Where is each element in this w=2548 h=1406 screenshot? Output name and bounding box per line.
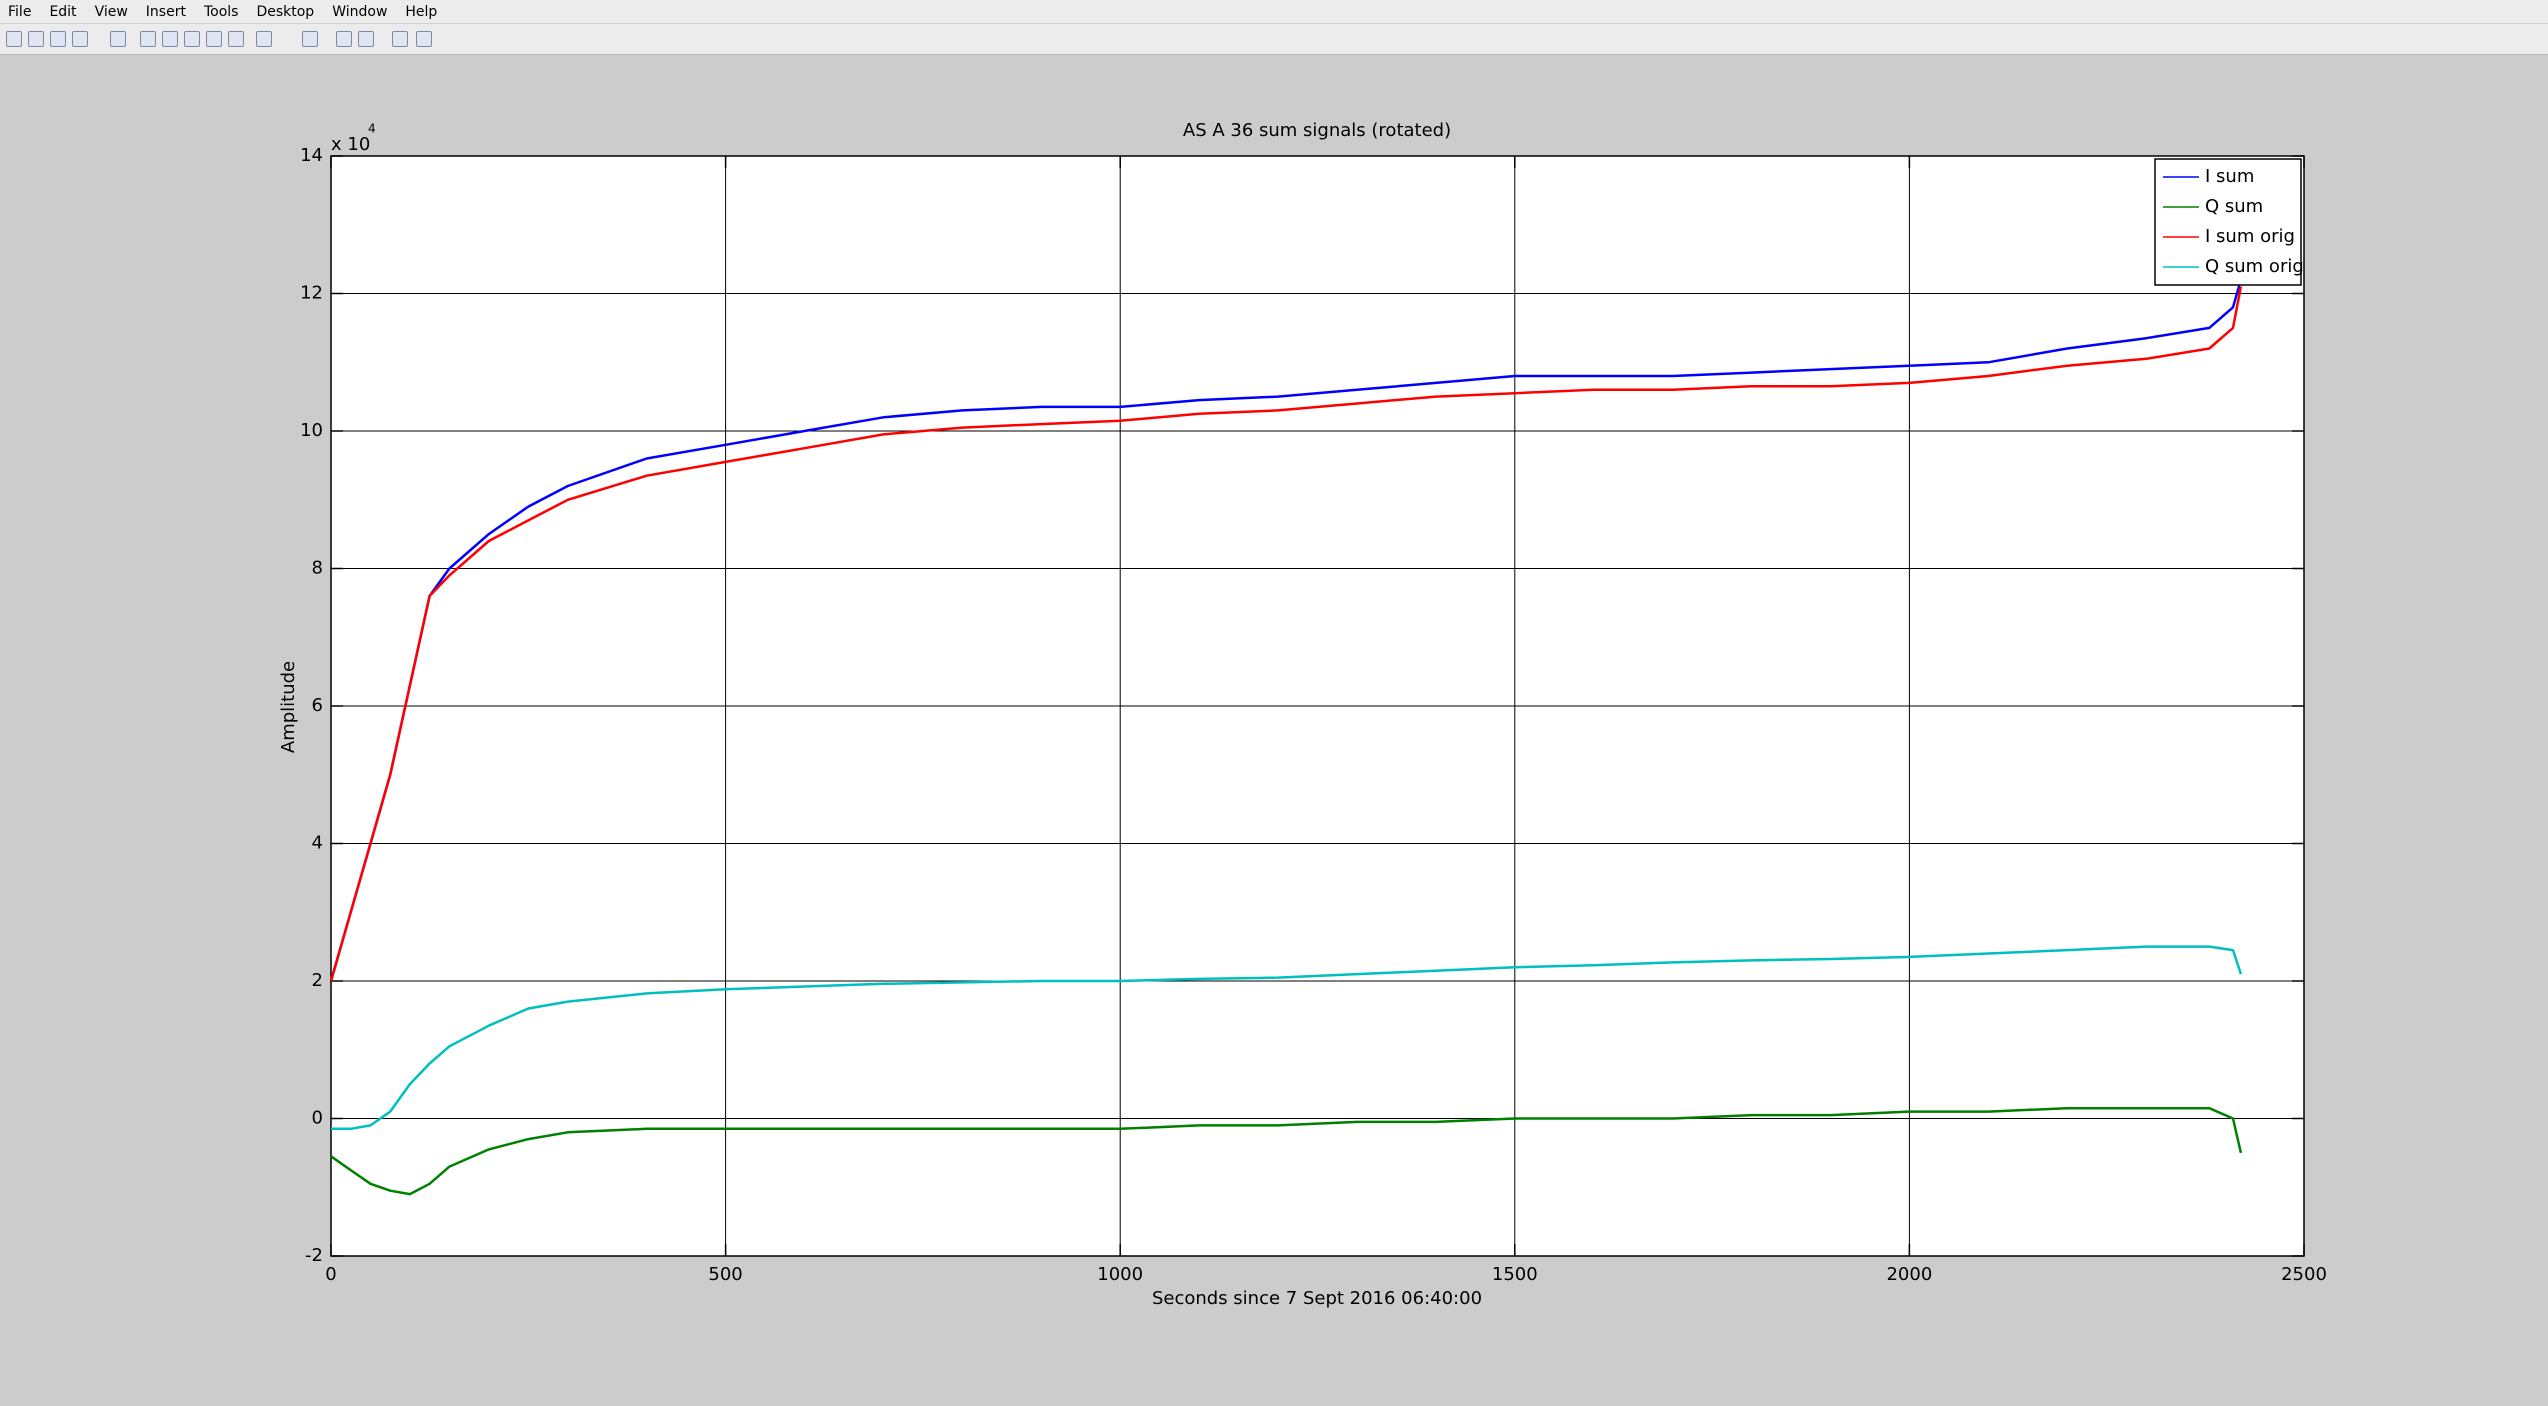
brush-button[interactable] (256, 31, 272, 47)
x-tick-label: 0 (325, 1264, 336, 1285)
x-tick-label: 2500 (2281, 1264, 2327, 1285)
y-tick-label: 8 (312, 558, 323, 579)
datacursor-button[interactable] (228, 31, 244, 47)
y-tick-label: 14 (300, 145, 323, 166)
link-button[interactable] (302, 31, 318, 47)
hide-tools-button[interactable] (392, 31, 408, 47)
legend: I sum Q sum I sum orig Q sum orig (2154, 158, 2304, 286)
y-exponent: 4 (368, 122, 376, 136)
open-button[interactable] (28, 31, 44, 47)
legend-label: I sum orig (2205, 226, 2295, 247)
select-button[interactable] (110, 31, 126, 47)
zoom-in-button[interactable] (140, 31, 156, 47)
menu-item[interactable]: Insert (145, 3, 186, 20)
menu-item[interactable]: Tools (203, 3, 239, 20)
y-tick-label: 6 (312, 695, 323, 716)
x-axis-label: Seconds since 7 Sept 2016 06:40:00 (1152, 1288, 1482, 1309)
y-tick-label: 4 (312, 833, 323, 854)
print-button[interactable] (72, 31, 88, 47)
y-tick-label: 10 (300, 420, 323, 441)
legend-label: Q sum (2205, 196, 2263, 217)
y-tick-label: 2 (312, 970, 323, 991)
toolbar (0, 24, 2548, 55)
y-tick-label: 0 (312, 1108, 323, 1129)
data-line (331, 945, 2243, 1131)
y-multiplier: x 10 (331, 134, 370, 155)
x-tick-label: 2000 (1886, 1264, 1932, 1285)
data-line (329, 286, 2243, 982)
legend-label: I sum (2205, 166, 2254, 187)
x-tick-label: 1500 (1492, 1264, 1538, 1285)
legend-box (2154, 158, 2302, 286)
legend-button[interactable] (358, 31, 374, 47)
y-tick-label: -2 (305, 1245, 323, 1266)
x-tick-label: 500 (708, 1264, 742, 1285)
pan-button[interactable] (184, 31, 200, 47)
new-button[interactable] (6, 31, 22, 47)
menu-bar: File Edit View Insert Tools Desktop Window Help (0, 0, 2548, 24)
data-line (329, 279, 2243, 982)
menu-item[interactable]: View (94, 3, 128, 20)
menu-item[interactable]: Edit (49, 3, 77, 20)
save-button[interactable] (50, 31, 66, 47)
data-line (330, 1106, 2243, 1196)
legend-label: Q sum orig (2205, 256, 2304, 277)
menu-item[interactable]: Desktop (256, 3, 315, 20)
y-axis-label: Amplitude (278, 661, 299, 753)
menu-item[interactable]: Window (332, 3, 388, 20)
colorbar-button[interactable] (336, 31, 352, 47)
menu-item[interactable]: Help (405, 3, 438, 20)
rotate-button[interactable] (206, 31, 222, 47)
x-tick-label: 1000 (1097, 1264, 1143, 1285)
menu-item[interactable]: File (8, 3, 32, 20)
chart-title: AS A 36 sum signals (rotated) (1183, 120, 1451, 141)
y-tick-label: 12 (300, 283, 323, 304)
show-tools-button[interactable] (416, 31, 432, 47)
zoom-out-button[interactable] (162, 31, 178, 47)
